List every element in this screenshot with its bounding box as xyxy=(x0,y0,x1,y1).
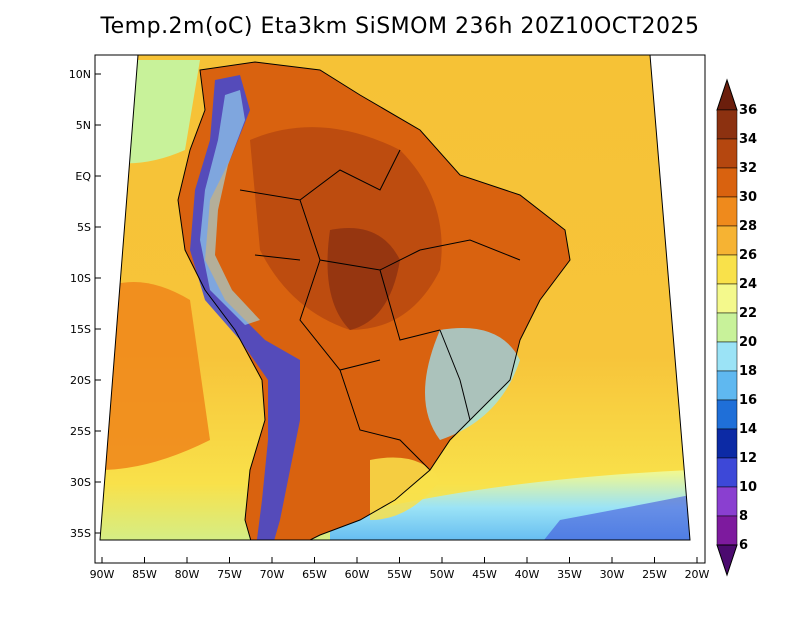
lon-tick-label: 80W xyxy=(175,568,200,581)
southeast-cold-zone xyxy=(540,495,690,540)
lon-tick-label: 25W xyxy=(642,568,667,581)
lon-tick-label: 50W xyxy=(430,568,455,581)
lon-tick-label: 55W xyxy=(387,568,412,581)
southeast-mild-zone xyxy=(425,328,520,440)
very-hot-zone xyxy=(327,228,400,330)
map-title: Temp.2m(oC) Eta3km SiSMOM 236h 20Z10OCT2… xyxy=(100,14,700,39)
lon-tick-label: 60W xyxy=(345,568,370,581)
longitude-axis: 90W 85W 80W 75W 70W 65W 60W 55W 50W 45W 40W 35W 30W 2… xyxy=(90,557,710,581)
lon-tick-label: 20W xyxy=(685,568,710,581)
lon-tick-label: 90W xyxy=(90,568,115,581)
lat-tick-label: 30S xyxy=(70,476,91,489)
lat-tick-label: 35S xyxy=(70,527,91,540)
lon-tick-label: 30W xyxy=(600,568,625,581)
map-frame xyxy=(100,55,690,540)
lat-tick-label: 15S xyxy=(70,323,91,336)
lat-tick-label: 5N xyxy=(76,119,91,132)
lon-tick-label: 65W xyxy=(302,568,327,581)
lon-tick-label: 45W xyxy=(472,568,497,581)
lat-tick-label: 5S xyxy=(77,221,91,234)
lat-tick-label: 25S xyxy=(70,425,91,438)
lon-tick-label: 75W xyxy=(217,568,242,581)
country-borders xyxy=(177,61,571,540)
lat-tick-label: EQ xyxy=(75,170,91,183)
lat-tick-label: 10S xyxy=(70,272,91,285)
lat-tick-label: 10N xyxy=(69,68,91,81)
lon-tick-label: 70W xyxy=(260,568,285,581)
lon-tick-label: 40W xyxy=(515,568,540,581)
lon-tick-label: 35W xyxy=(557,568,582,581)
lat-tick-label: 20S xyxy=(70,374,91,387)
latitude-axis: 10N 5N EQ 5S 10S 15S 20S 25S 30S 35S xyxy=(69,68,101,540)
pacific-warm-zone xyxy=(100,282,210,470)
pacific-cool-zone xyxy=(100,60,200,164)
andes-warm-edge xyxy=(200,90,260,325)
lon-tick-label: 85W xyxy=(132,568,157,581)
andes-cold-spine xyxy=(190,75,300,540)
